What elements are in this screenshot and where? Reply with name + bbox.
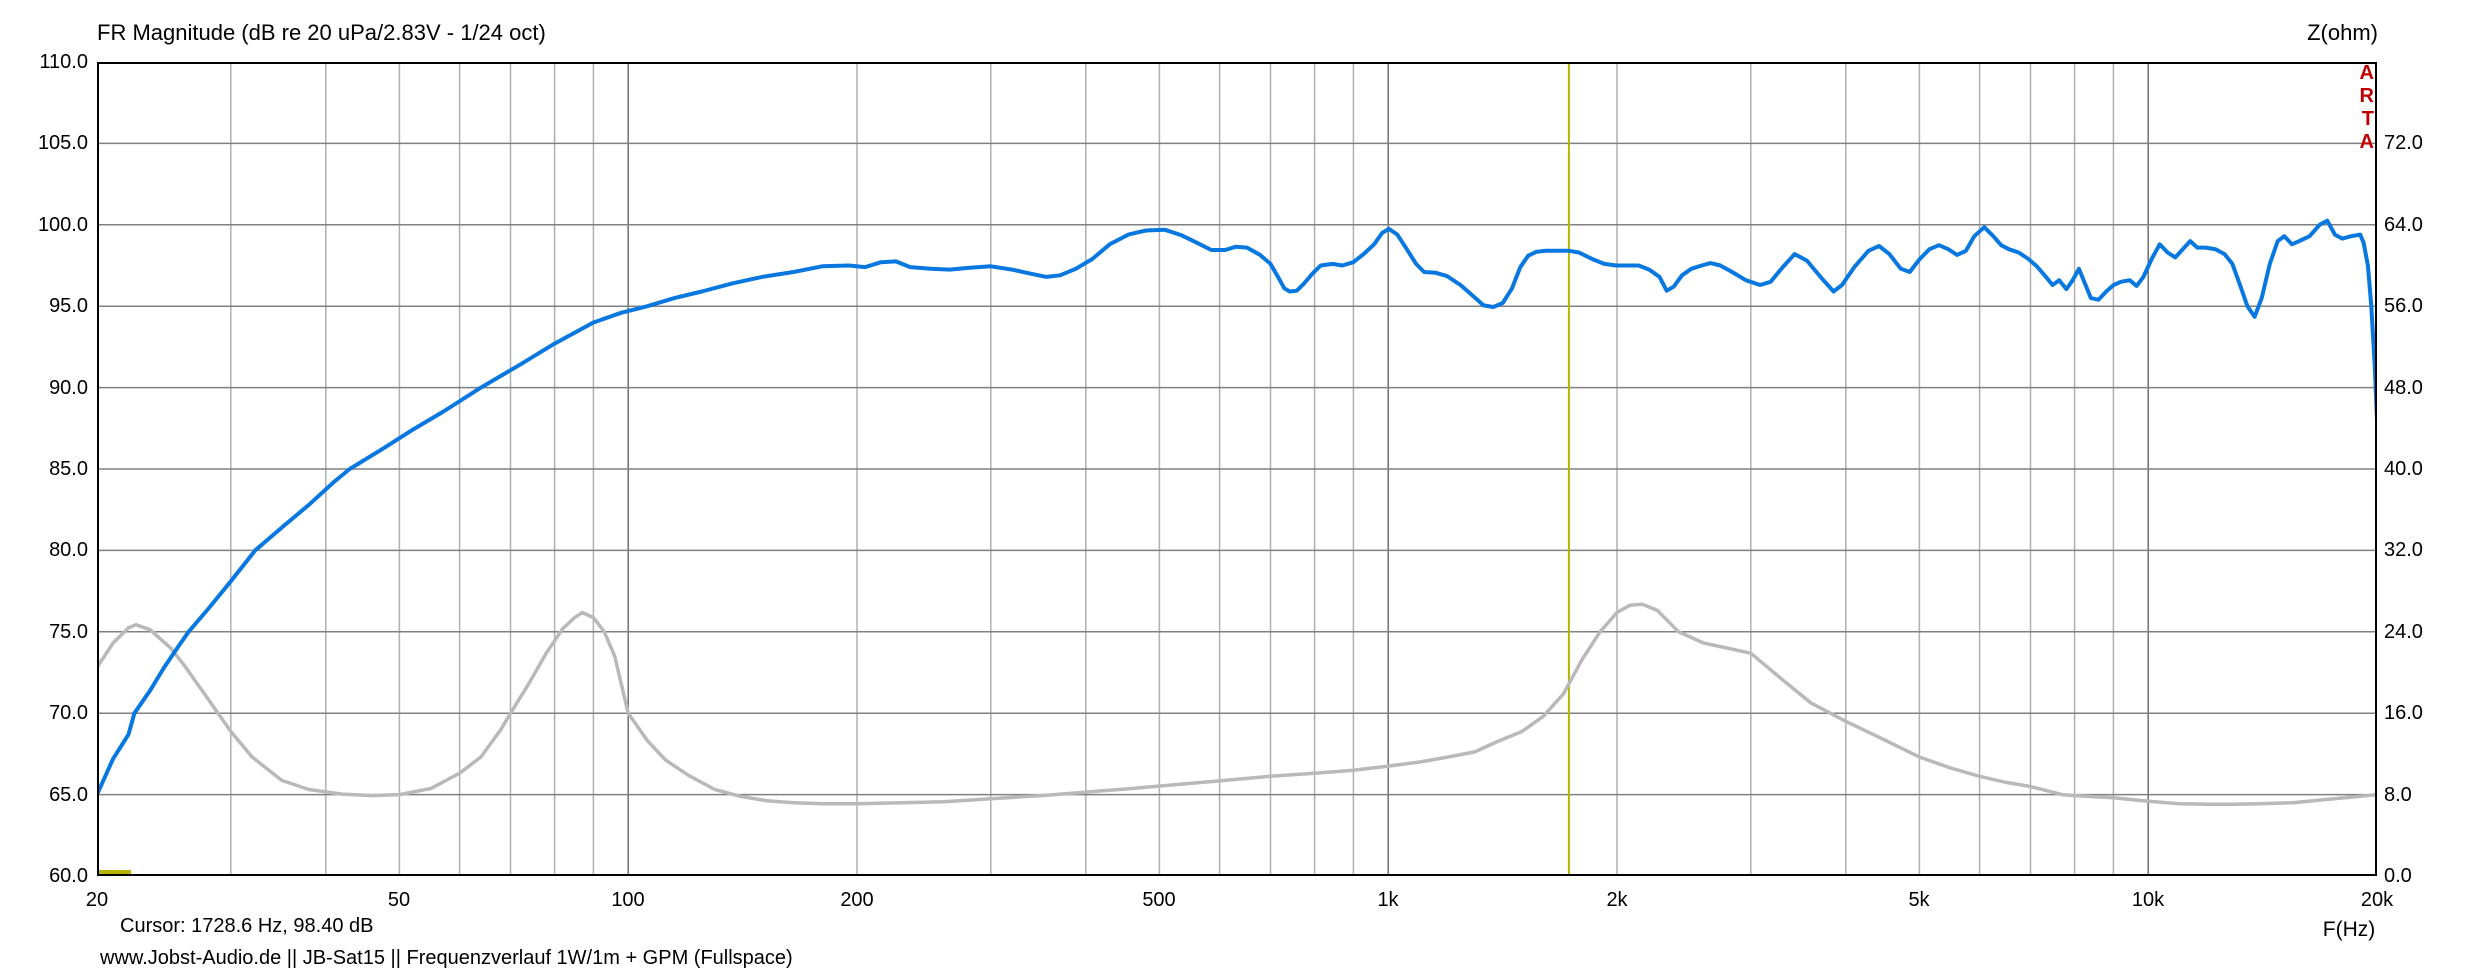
y-right-tick-56: 56.0 [2384, 295, 2423, 317]
right-axis-title: Z(ohm) [2307, 20, 2378, 45]
fr-impedance-plot[interactable] [95, 62, 2379, 876]
y-right-tick-40: 40.0 [2384, 458, 2423, 480]
arta-watermark-letter: A [2359, 62, 2374, 84]
y-right-tick-16: 16.0 [2384, 702, 2423, 724]
y-right-tick-64: 64.0 [2384, 214, 2423, 236]
arta-watermark-letter: R [2359, 85, 2374, 107]
x-tick-200: 200 [840, 889, 874, 911]
x-tick-1000: 1k [1377, 889, 1399, 911]
cursor-marker [97, 870, 131, 874]
y-left-tick-85: 85.0 [49, 458, 88, 480]
y-right-tick-24: 24.0 [2384, 621, 2423, 643]
y-right-tick-8: 8.0 [2384, 784, 2412, 806]
x-tick-100: 100 [611, 889, 645, 911]
x-tick-10000: 10k [2131, 889, 2165, 911]
gridlines [97, 62, 2377, 876]
cursor-readout: Cursor: 1728.6 Hz, 98.40 dB [120, 915, 374, 937]
arta-watermark-letter: A [2359, 131, 2374, 153]
y-left-tick-70: 70.0 [49, 702, 88, 724]
y-left-tick-90: 90.0 [49, 377, 88, 399]
impedance-curve [95, 602, 2379, 807]
y-right-tick-72: 72.0 [2384, 132, 2423, 154]
y-right-tick-48: 48.0 [2384, 377, 2423, 399]
x-tick-50: 50 [387, 889, 411, 911]
chart-title: FR Magnitude (dB re 20 uPa/2.83V - 1/24 … [97, 20, 546, 45]
x-axis-title: F(Hz) [2322, 918, 2376, 941]
y-left-tick-80: 80.0 [49, 539, 88, 561]
x-tick-500: 500 [1142, 889, 1176, 911]
y-right-tick-32: 32.0 [2384, 539, 2423, 561]
y-left-tick-60: 60.0 [49, 865, 88, 887]
y-left-tick-100: 100.0 [37, 214, 88, 236]
y-left-tick-95: 95.0 [49, 295, 88, 317]
fr-magnitude-curve [95, 218, 2379, 797]
y-left-tick-105: 105.0 [37, 132, 88, 154]
x-tick-20: 20 [85, 889, 109, 911]
y-left-tick-110: 110.0 [39, 51, 88, 73]
arta-watermark-letter: T [2361, 108, 2374, 130]
plot-frame [97, 62, 2377, 876]
y-left-tick-65: 65.0 [49, 784, 88, 806]
x-tick-2000: 2k [1606, 889, 1628, 911]
y-right-tick-0: 0.0 [2384, 865, 2412, 887]
plot-area[interactable] [95, 62, 2379, 876]
y-left-tick-75: 75.0 [49, 621, 88, 643]
x-tick-5000: 5k [1908, 889, 1930, 911]
x-tick-20000: 20k [2360, 889, 2394, 911]
footer-note: www.Jobst-Audio.de || JB-Sat15 || Freque… [100, 947, 793, 969]
